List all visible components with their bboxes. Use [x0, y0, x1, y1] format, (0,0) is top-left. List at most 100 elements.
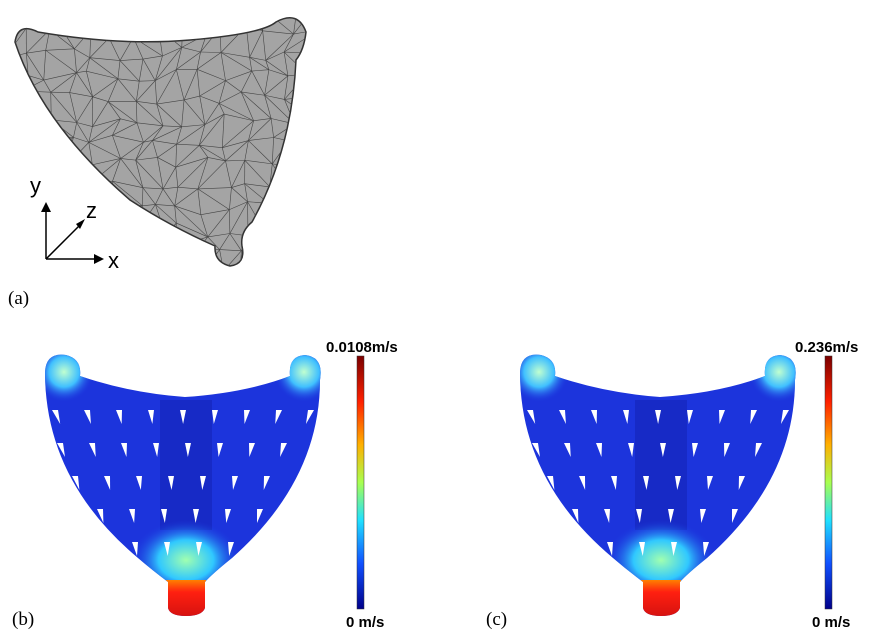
mesh-edge [21, 164, 25, 182]
mesh-edge [27, 224, 42, 230]
mesh-edge [70, 274, 87, 279]
mesh-edge [289, 124, 295, 141]
mesh-edge [44, 157, 47, 189]
mesh-edge [272, 271, 284, 273]
mesh-edge [142, 277, 155, 295]
mesh-edge [312, 254, 318, 274]
mesh-edge [293, 224, 315, 228]
mesh-edge [224, 271, 240, 273]
mesh-edge [0, 140, 5, 160]
mesh-edge [241, 271, 272, 295]
mesh-edge [48, 10, 65, 15]
mesh-edge [220, 26, 246, 28]
mesh-edge [136, 206, 142, 233]
colorbar-min: 0 m/s [346, 614, 384, 631]
mesh-edge [207, 268, 224, 271]
mesh-edge [133, 28, 158, 37]
mesh-edge [66, 250, 88, 274]
mesh-edge [159, 5, 183, 6]
mesh-edge [47, 157, 73, 192]
mesh-edge [204, 4, 221, 10]
mesh-edge [90, 165, 93, 184]
mesh-edge [307, 74, 312, 96]
mesh-edge [319, 30, 334, 32]
mesh-edge [240, 256, 266, 273]
mesh-edge [175, 273, 204, 297]
mesh-edge [72, 184, 90, 193]
mesh-edge [266, 256, 272, 271]
mesh-edge [224, 271, 242, 295]
mesh-edge [319, 137, 330, 143]
mesh-edge [291, 205, 310, 208]
mesh-edge [27, 224, 42, 248]
mesh-edge [65, 9, 94, 16]
mesh-edge [290, 224, 292, 252]
mesh-edge [319, 123, 341, 143]
mesh-edge [48, 10, 49, 30]
mesh-edge [87, 224, 95, 248]
mesh-edge [5, 6, 22, 10]
mesh-edge [318, 186, 336, 189]
colorbar-min: 0 m/s [812, 614, 850, 631]
mesh-edge [291, 275, 312, 293]
mesh-edge [22, 6, 49, 10]
mesh-edge [312, 73, 331, 96]
mesh-edge [270, 184, 286, 186]
mesh-edge [0, 11, 4, 39]
mesh-edge [22, 76, 28, 91]
mesh-edge [309, 208, 332, 236]
mesh-edge [21, 203, 42, 230]
mesh-edge [65, 167, 90, 184]
mesh-edge [26, 157, 47, 164]
mesh-edge [4, 81, 22, 91]
flow-field [509, 342, 809, 620]
mesh-edge [262, 203, 268, 227]
mesh-edge [137, 258, 141, 276]
mesh-edge [319, 7, 337, 30]
mesh-edge [87, 274, 120, 299]
mesh-edge [159, 28, 183, 30]
mesh-edge [5, 247, 7, 271]
mesh-edge [319, 143, 334, 170]
mesh-edge [220, 4, 246, 27]
mesh-edge [241, 251, 266, 257]
mesh-edge [182, 31, 206, 35]
mesh-edge [112, 4, 139, 14]
mesh-edge [312, 11, 320, 30]
mesh-edge [7, 185, 10, 207]
mesh-edge [286, 184, 291, 205]
mesh-edge [284, 252, 290, 274]
mesh-edge [246, 17, 253, 27]
mesh-edge [295, 119, 314, 124]
mesh-edge [26, 137, 52, 164]
mesh-edge [4, 271, 5, 299]
mesh-edge [314, 53, 331, 73]
mesh-edge [6, 224, 27, 232]
mesh-edge [306, 275, 312, 303]
mesh-edge [94, 9, 109, 38]
mesh-edge [26, 149, 27, 164]
mesh-edge [287, 141, 289, 166]
mesh-edge [175, 237, 208, 247]
mesh-edge [270, 187, 291, 205]
mesh-edge [109, 37, 133, 38]
mesh-edge [286, 170, 319, 184]
mesh-edge [297, 6, 311, 11]
mesh-edge [262, 224, 292, 227]
mesh-edge [290, 252, 312, 274]
mesh-edge [204, 268, 207, 297]
mesh-edge [207, 4, 221, 34]
mesh-edge [27, 120, 52, 149]
mesh-edge [290, 252, 318, 254]
mesh-edge [22, 6, 50, 29]
mesh-edge [291, 189, 318, 205]
mesh-edge [183, 5, 203, 10]
mesh-edge [31, 271, 51, 273]
mesh-edge [312, 275, 328, 278]
colorbar [825, 356, 832, 609]
mesh-edge [315, 228, 319, 254]
mesh-edge [0, 140, 27, 149]
mesh-edge [47, 137, 52, 157]
mesh-edge [253, 9, 264, 16]
mesh-edge [314, 53, 329, 61]
